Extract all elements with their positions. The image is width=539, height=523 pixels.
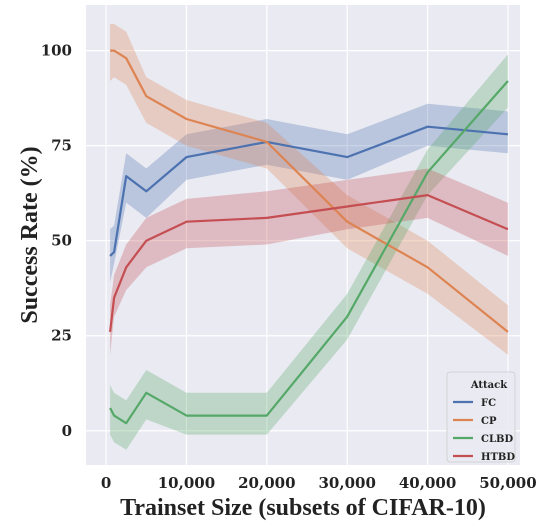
x-axis-label: Trainset Size (subsets of CIFAR-10) (120, 495, 486, 521)
x-tick-label: 50,000 (479, 474, 536, 492)
y-tick-labels: 0 25 50 75 100 (41, 42, 72, 440)
legend-label-cp: CP (481, 416, 497, 427)
legend: Attack FC CP CLBD HTBD (446, 371, 516, 463)
line-htbd (109, 194, 509, 333)
line-cp (110, 49, 509, 333)
legend-label-clbd: CLBD (481, 434, 513, 445)
confidence-bands (110, 24, 508, 450)
x-tick-label: 40,000 (399, 474, 456, 492)
y-tick-label: 75 (51, 137, 72, 155)
x-tick-label: 10,000 (158, 474, 215, 492)
band-clbd (110, 54, 508, 450)
legend-label-htbd: HTBD (481, 452, 515, 463)
line-fc (109, 125, 509, 257)
band-cp (110, 24, 508, 355)
y-tick-label: 100 (41, 42, 72, 60)
band-fc (110, 103, 508, 283)
y-axis-label: Success Rate (%) (17, 146, 43, 323)
legend-title: Attack (470, 380, 508, 391)
y-tick-label: 50 (51, 232, 72, 250)
legend-label-fc: FC (481, 398, 496, 409)
series-lines (109, 49, 509, 425)
x-tick-label: 20,000 (238, 474, 295, 492)
y-tick-label: 0 (62, 422, 72, 440)
legend-box (446, 371, 516, 463)
band-htbd (110, 168, 508, 355)
x-tick-label: 30,000 (318, 474, 375, 492)
x-tick-label: 0 (101, 474, 111, 492)
legend-items: FC CP CLBD HTBD (453, 398, 515, 463)
x-tick-labels: 0 10,000 20,000 30,000 40,000 50,000 (101, 474, 537, 492)
line-clbd (109, 80, 509, 425)
y-tick-label: 25 (51, 327, 72, 345)
grid-lines (86, 5, 520, 465)
